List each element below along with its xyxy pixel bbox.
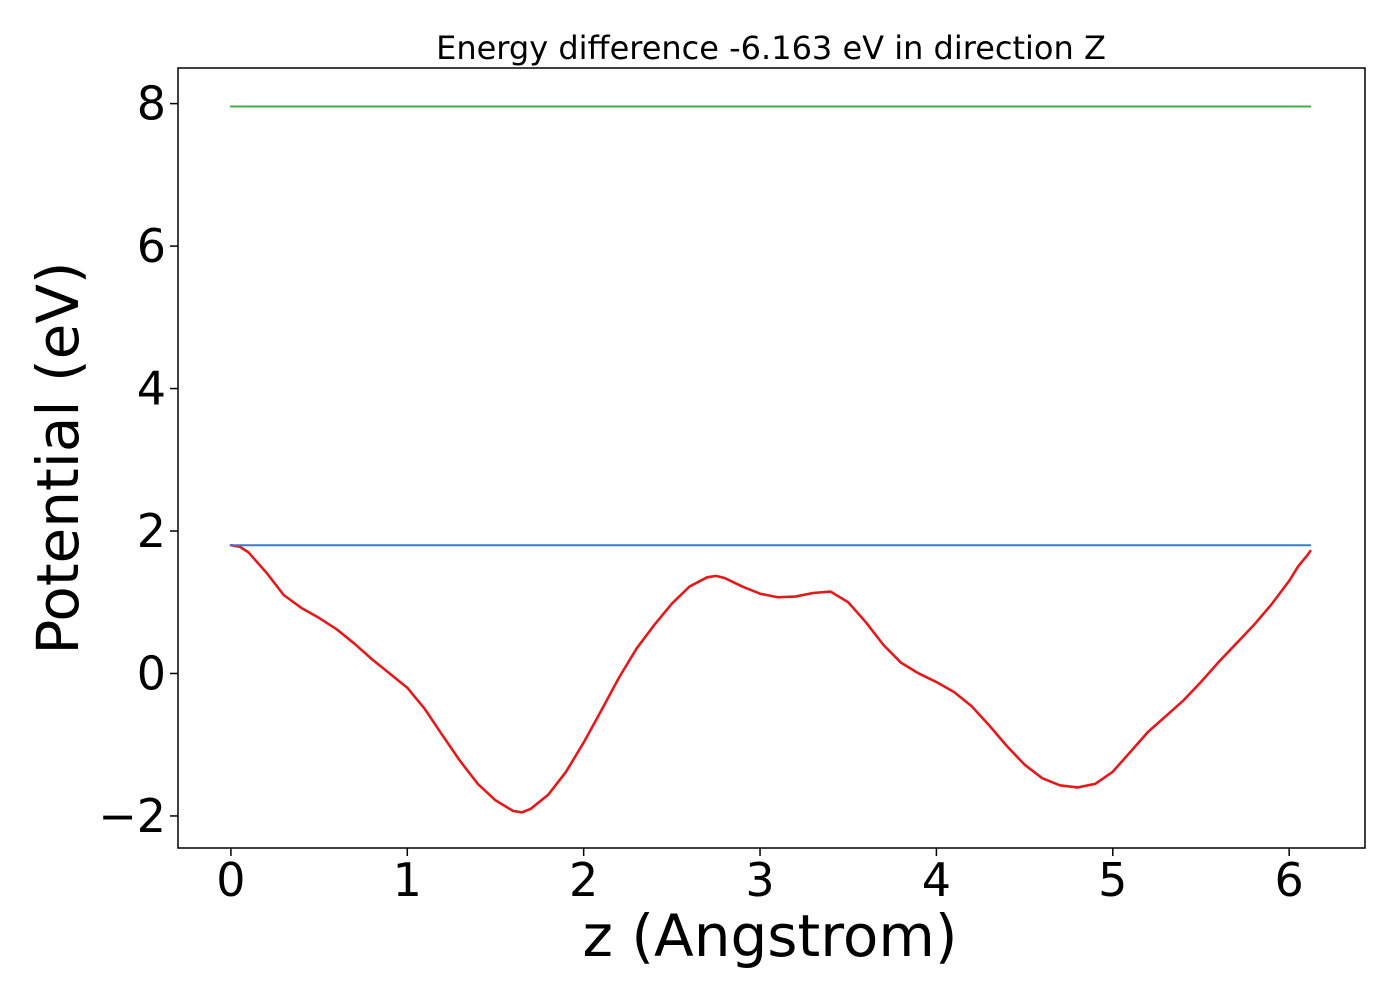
- series-layer: [229, 105, 1312, 814]
- x-tick-label: 3: [745, 853, 774, 907]
- chart-title: Energy difference -6.163 eV in direction…: [436, 29, 1106, 67]
- x-axis: 0 1 2 3 4 5 6: [216, 848, 1304, 907]
- y-tick-label: 8: [137, 77, 166, 131]
- x-tick-label: 6: [1275, 853, 1304, 907]
- y-tick-label: 6: [137, 219, 166, 273]
- potential-line: [229, 543, 1312, 814]
- x-tick-label: 1: [393, 853, 422, 907]
- y-axis-label: Potential (eV): [24, 261, 92, 654]
- x-tick-label: 5: [1098, 853, 1127, 907]
- y-tick-label: 2: [137, 504, 166, 558]
- y-tick-label: −2: [98, 789, 166, 843]
- x-tick-label: 4: [922, 853, 951, 907]
- y-axis: −2 0 2 4 6 8: [98, 77, 178, 843]
- plot-frame: [177, 67, 1366, 849]
- x-axis-label: z (Angstrom): [583, 902, 958, 970]
- y-tick-label: 0: [137, 646, 166, 700]
- y-tick-label: 4: [137, 362, 166, 416]
- x-tick-label: 0: [216, 853, 245, 907]
- x-tick-label: 2: [569, 853, 598, 907]
